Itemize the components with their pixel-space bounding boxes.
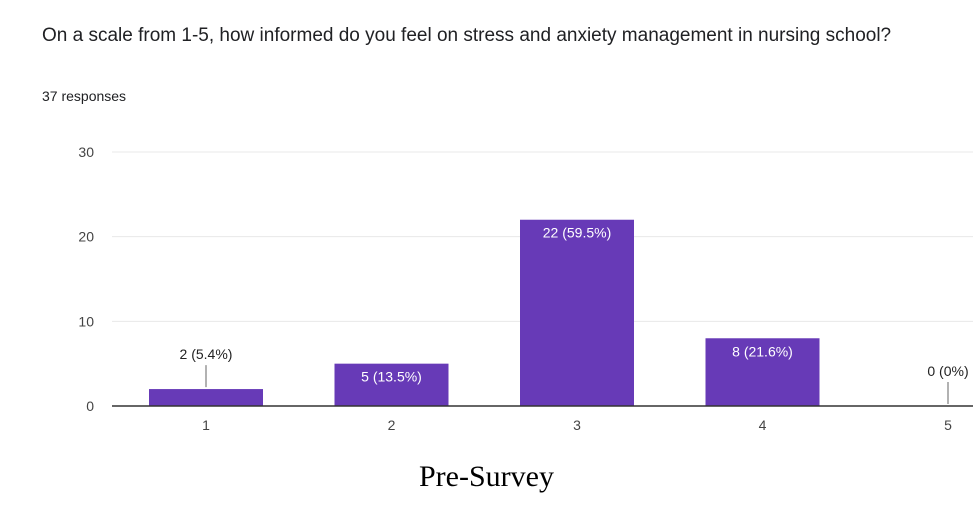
bar	[334, 363, 449, 406]
bar-chart: 0 10 20 30 2 (5.4%) 1 5 (13.5%) 2 22 (59.5%) 3 8 (…	[0, 130, 973, 440]
data-label: 8 (21.6%)	[732, 343, 793, 359]
x-tick-label: 5	[944, 417, 952, 433]
response-count: 37 responses	[42, 88, 127, 104]
bar	[149, 389, 263, 406]
y-tick-label: 20	[78, 229, 94, 245]
x-tick-label: 3	[573, 417, 581, 433]
question-title: On a scale from 1-5, how informed do you…	[42, 25, 892, 46]
x-tick-label: 1	[202, 417, 210, 433]
x-tick-label: 2	[388, 417, 396, 433]
data-label: 5 (13.5%)	[361, 369, 422, 385]
data-label: 2 (5.4%)	[180, 346, 233, 362]
y-tick-label: 0	[86, 398, 94, 414]
bar	[520, 219, 634, 406]
data-label: 22 (59.5%)	[543, 225, 611, 241]
x-tick-label: 4	[759, 417, 767, 433]
data-label: 0 (0%)	[927, 363, 968, 379]
bar-chart-svg: 0 10 20 30 2 (5.4%) 1 5 (13.5%) 2 22 (59.5%) 3 8 (…	[78, 144, 973, 433]
y-tick-label: 10	[78, 313, 94, 329]
bar	[705, 338, 820, 406]
chart-caption: Pre-Survey	[419, 460, 554, 493]
y-tick-label: 30	[78, 144, 94, 160]
